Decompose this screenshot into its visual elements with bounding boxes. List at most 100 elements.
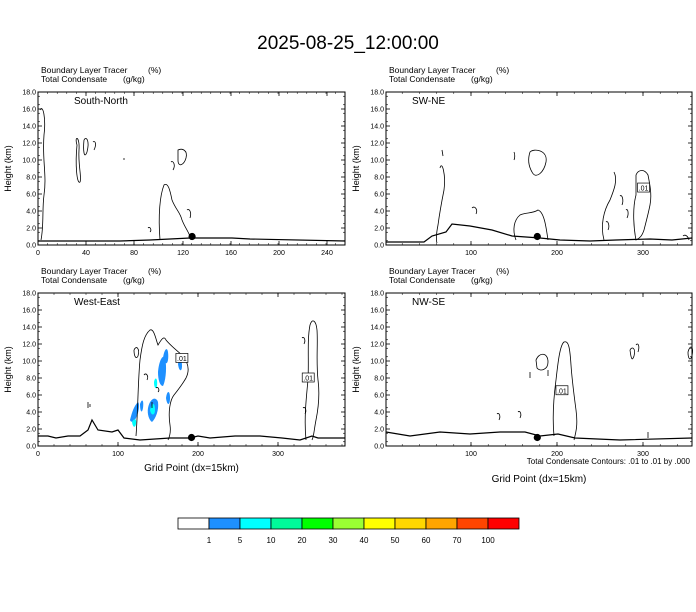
condensate-contour-line [528,149,547,176]
tracer-fill-area [158,356,167,386]
condensate-contour-line [625,209,629,219]
condensate-contour-line [602,171,617,241]
y-tick-label: 4.0 [26,209,36,216]
condensate-contour-line [619,195,624,206]
condensate-contour-line [170,161,175,171]
x-tick-label: 200 [192,451,204,458]
location-marker [533,433,541,442]
colorbar-label: 50 [391,536,400,545]
x-tick-label: 40 [82,250,90,257]
plot-frame [385,91,693,246]
y-tick-label: 0.0 [374,444,384,451]
colorbar-label: 70 [453,536,462,545]
condensate-contour-line [177,148,187,166]
y-axis-label: Height (km) [3,346,13,393]
panel-header-unit: (%) [496,266,509,276]
y-tick-label: 18.0 [370,291,384,298]
condensate-contour-line [83,138,89,156]
y-tick-label: 18.0 [22,291,36,298]
panel-header-text: Total Condensate [41,275,107,285]
colorbar-swatch [363,517,396,530]
tracer-fill-area [163,349,169,364]
condensate-contour-line [682,234,690,241]
colorbar-swatch [270,517,303,530]
x-tick-label: 120 [177,250,189,257]
plot-frame [385,292,693,447]
terrain-line [385,431,693,441]
x-tick-label: 80 [130,250,138,257]
condensate-contour-line [552,341,578,441]
colorbar-swatch [177,517,210,530]
tracer-fill-area [130,402,140,422]
panel-label: NW-SE [412,297,445,308]
colorbar-label: 20 [298,536,307,545]
y-tick-label: 10.0 [370,359,384,366]
x-tick-label: 100 [465,451,477,458]
y-tick-label: 14.0 [370,325,384,332]
x-tick-label: 200 [551,250,563,257]
colorbar-swatch [487,517,520,530]
condensate-contour-line [186,209,192,219]
condensate-contour-line [39,108,46,241]
location-marker [533,232,541,241]
y-axis-label: Height (km) [3,145,13,192]
colorbar-label: 100 [481,536,495,545]
y-tick-label: 0.0 [26,243,36,250]
colorbar-swatch [394,517,427,530]
panel-header-unit: (%) [496,65,509,75]
x-tick-label: 0 [36,250,40,257]
panel-header-text: Boundary Layer Tracer [41,65,128,75]
colorbar-label: 60 [422,536,431,545]
y-tick-label: 2.0 [374,226,384,233]
y-tick-label: 0.0 [26,444,36,451]
y-tick-label: 6.0 [374,192,384,199]
condensate-contour-line [513,151,516,161]
condensate-contour-line [435,165,445,244]
y-tick-label: 6.0 [26,393,36,400]
y-axis-label: Height (km) [351,346,361,393]
x-tick-label: 200 [551,451,563,458]
colorbar-swatch [332,517,365,530]
x-axis-label: Grid Point (dx=15km) [144,463,239,474]
contour-label-box [301,372,315,383]
contour-label-text: .01 [303,376,313,383]
tracer-fill-area [166,392,170,404]
contour-label-box [637,182,650,193]
y-tick-label: 18.0 [370,90,384,97]
contour-label-text: .01 [639,186,649,193]
colorbar-label: 5 [238,536,243,545]
condensate-contour-line [635,343,640,353]
x-tick-label: 300 [272,451,284,458]
colorbar-label: 1 [207,536,212,545]
x-tick-label: 300 [637,451,649,458]
y-tick-label: 16.0 [370,107,384,114]
colorbar-label: 30 [329,536,338,545]
terrain-line [386,223,693,243]
contour-label-box [555,385,569,396]
y-tick-label: 8.0 [26,175,36,182]
y-tick-label: 16.0 [22,107,36,114]
condensate-contour-line [441,149,444,157]
tracer-fill-area [140,400,144,412]
y-tick-label: 0.0 [374,243,384,250]
panel-header-text: Boundary Layer Tracer [389,65,476,75]
y-tick-label: 12.0 [370,141,384,148]
x-tick-label: 0 [36,451,40,458]
condensate-contour-line [143,373,149,381]
location-marker [188,232,196,241]
y-tick-label: 18.0 [22,90,36,97]
condensate-contour-line [75,138,81,183]
y-tick-label: 8.0 [374,376,384,383]
panel-header-unit: (%) [148,266,161,276]
figure-title: 2025-08-25_12:00:00 [257,33,439,54]
panel-header-text: Total Condensate [389,74,455,84]
condensate-contour-line [517,411,522,419]
colorbar-swatch [301,517,334,530]
colorbar-label: 40 [360,536,369,545]
y-tick-label: 8.0 [26,376,36,383]
y-tick-label: 10.0 [22,158,36,165]
colorbar-swatch [456,517,489,530]
tracer-fill-area [154,378,158,389]
